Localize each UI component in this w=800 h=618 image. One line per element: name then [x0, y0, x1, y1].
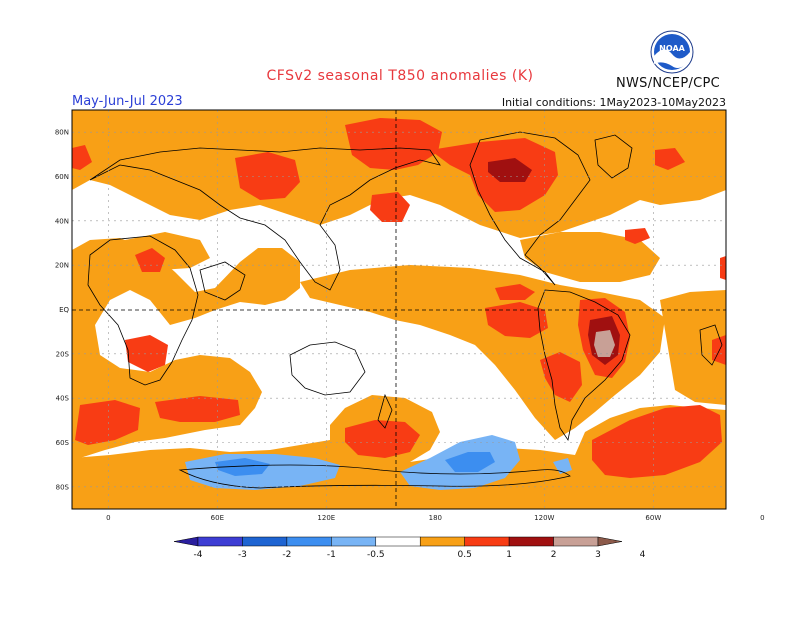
legend-label: -4	[194, 550, 203, 560]
legend-label: -1	[327, 550, 336, 560]
lon-label: 60E	[211, 514, 224, 522]
anomaly-layer-neg1	[215, 452, 495, 476]
season-label: May-Jun-Jul 2023	[72, 94, 183, 109]
lat-label: 40N	[55, 217, 69, 225]
agency-label: NWS/NCEP/CPC	[616, 76, 721, 91]
legend-swatch	[331, 536, 377, 547]
lat-label: 60N	[55, 173, 69, 181]
lat-label: EQ	[59, 306, 69, 314]
lon-label: 120W	[534, 514, 554, 522]
legend-swatch	[375, 536, 421, 547]
legend-swatch	[286, 536, 332, 547]
map-frame	[71, 109, 727, 510]
lon-label: 0	[106, 514, 110, 522]
lon-label: 60W	[645, 514, 661, 522]
legend-label: -2	[282, 550, 291, 560]
legend-arrow-low	[173, 536, 199, 547]
lat-label: 40S	[56, 395, 70, 403]
legend-label: 0.5	[458, 550, 472, 560]
legend-swatch	[464, 536, 510, 547]
legend-swatch	[419, 536, 465, 547]
legend-label: 1	[506, 550, 512, 560]
legend-label: 3	[595, 550, 601, 560]
initial-conditions-label: Initial conditions: 1May2023-10May2023	[501, 96, 726, 109]
lon-label: 180	[429, 514, 442, 522]
legend-swatch	[553, 536, 599, 547]
legend-label: 2	[551, 550, 557, 560]
legend-swatch	[242, 536, 288, 547]
legend-label: -0.5	[367, 550, 385, 560]
logo-text: NOAA	[659, 44, 685, 53]
lat-label: 20N	[55, 262, 69, 270]
lon-label: 0	[760, 514, 764, 522]
noaa-logo-icon: NOAA	[650, 30, 694, 74]
gridlines	[72, 110, 726, 509]
legend-label: 4	[640, 550, 646, 560]
legend-swatch	[508, 536, 554, 547]
lat-label: 60S	[56, 439, 70, 447]
continent-outlines	[87, 131, 723, 489]
longitude-labels: 0 60E 120E 180 120W 60W 0	[106, 514, 764, 522]
color-legend	[173, 536, 623, 547]
map-title: CFSv2 seasonal T850 anomalies (K)	[266, 68, 534, 84]
legend-swatch	[197, 536, 243, 547]
lat-label: 80S	[56, 483, 70, 491]
anomaly-layer-3	[594, 330, 615, 357]
anomaly-layer-1	[72, 118, 726, 478]
legend-arrow-high	[597, 536, 623, 547]
legend-labels: -4 -3 -2 -1 -0.5 0.5 1 2 3 4	[194, 550, 646, 560]
lat-label: 80N	[55, 129, 69, 137]
map-field	[72, 110, 726, 509]
latitude-labels: 80N 60N 40N 20N EQ 20S 40S 60S 80S	[55, 129, 70, 492]
legend-label: -3	[238, 550, 247, 560]
lon-label: 120E	[317, 514, 335, 522]
lat-label: 20S	[56, 350, 70, 358]
